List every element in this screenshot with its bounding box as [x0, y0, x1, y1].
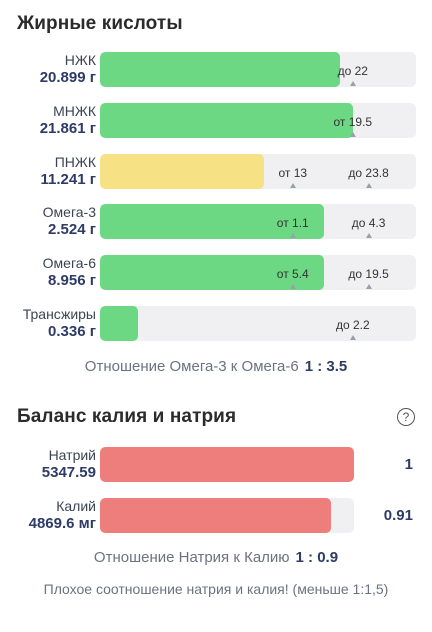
nutrient-bar-fill [100, 52, 341, 87]
nutrient-bar-fill [100, 103, 353, 138]
mineral-name: Натрий [48, 447, 96, 463]
ratio-warning: Плохое соотношение натрия и калия! (мень… [43, 581, 389, 597]
mineral-bar [100, 447, 354, 482]
nutrient-label: НЖК 20.899 г [40, 52, 96, 87]
nutrient-value: 20.899 г [39, 69, 96, 86]
norm-marker-triangle [365, 233, 372, 238]
nutrient-bar: до 2.2 [100, 306, 416, 341]
nutrient-name: Омега-3 [42, 204, 96, 220]
sodium-potassium-ratio-label: Отношение Натрия к Калию [93, 549, 290, 566]
nutrient-row: ПНЖК 11.241 г от 13 до 23.8 [0, 152, 432, 192]
norm-marker-label: от 13 [278, 166, 308, 180]
norm-marker-label: от 1.1 [276, 216, 309, 230]
nutrient-value: 8.956 г [48, 272, 96, 289]
nutrient-bar-fill [100, 204, 325, 239]
norm-marker-label: до 19.5 [348, 267, 389, 281]
nutrient-row: Омега-6 8.956 г от 5.4 до 19.5 [0, 253, 432, 293]
norm-marker-label: до 2.2 [335, 318, 370, 332]
nutrient-row: НЖК 20.899 г до 22 [0, 50, 432, 90]
mineral-bar [100, 498, 354, 533]
sodium-potassium-ratio-value: 1 : 0.9 [295, 549, 339, 566]
mineral-label: Натрий 5347.59 [42, 447, 96, 482]
omega-ratio: Отношение Омега-3 к Омега-6 1 : 3.5 [0, 358, 432, 375]
norm-marker-triangle [349, 132, 356, 137]
nutrient-bar-fill [100, 154, 265, 189]
norm-marker-label: до 22 [337, 64, 368, 78]
nutrient-row: Трансжиры 0.336 г до 2.2 [0, 304, 432, 344]
mineral-bar-fill [100, 447, 354, 482]
omega-ratio-label: Отношение Омега-3 к Омега-6 [84, 358, 299, 375]
norm-marker-triangle [289, 284, 296, 289]
nutrient-name: НЖК [64, 52, 96, 68]
norm-marker-label: до 23.8 [348, 166, 389, 180]
nutrient-row: Омега-3 2.524 г от 1.1 до 4.3 [0, 202, 432, 242]
nutrient-value: 11.241 г [40, 171, 96, 188]
nutrient-label: Омега-6 8.956 г [43, 255, 96, 290]
nutrient-value: 21.861 г [39, 120, 96, 137]
nutrient-name: МНЖК [53, 103, 96, 119]
nutrient-value: 2.524 г [48, 221, 96, 238]
mineral-ratio-value: 1 [404, 456, 413, 473]
nutrient-row: МНЖК 21.861 г от 19.5 [0, 101, 432, 141]
nutrient-name: Трансжиры [22, 306, 96, 322]
sodium-potassium-ratio: Отношение Натрия к Калию 1 : 0.9 [0, 549, 432, 566]
nutrient-bar: от 5.4 до 19.5 [100, 255, 416, 290]
nutrient-bar: от 1.1 до 4.3 [100, 204, 416, 239]
mineral-label: Калий 4869.6 мг [29, 498, 96, 533]
nutrient-name: Омега-6 [42, 255, 96, 271]
norm-marker-triangle [365, 183, 372, 188]
nutrient-label: ПНЖК 11.241 г [41, 154, 96, 189]
potassium-sodium-title: Баланс калия и натрия [17, 406, 237, 427]
mineral-value: 5347.59 [41, 464, 96, 481]
nutrient-bar: от 13 до 23.8 [100, 154, 416, 189]
help-icon[interactable]: ? [397, 408, 415, 426]
norm-marker-triangle [289, 183, 296, 188]
nutrient-bar: до 22 [100, 52, 416, 87]
mineral-ratio-value: 0.91 [383, 507, 413, 524]
nutrient-bar-fill [100, 306, 138, 341]
mineral-row: Калий 4869.6 мг 0.91 [0, 496, 432, 536]
nutrient-label: МНЖК 21.861 г [40, 103, 96, 138]
mineral-bar-fill [100, 498, 332, 533]
nutrient-name: ПНЖК [54, 154, 96, 170]
fatty-acids-title: Жирные кислоты [17, 13, 183, 34]
nutrient-bar-fill [100, 255, 325, 290]
norm-marker-label: от 19.5 [333, 115, 373, 129]
mineral-value: 4869.6 мг [28, 515, 96, 532]
nutrient-label: Трансжиры 0.336 г [23, 306, 96, 341]
norm-marker-triangle [365, 284, 372, 289]
nutrient-value: 0.336 г [48, 323, 96, 340]
norm-marker-triangle [289, 233, 296, 238]
norm-marker-label: до 4.3 [351, 216, 386, 230]
nutrient-bar: от 19.5 [100, 103, 416, 138]
mineral-row: Натрий 5347.59 1 [0, 445, 432, 485]
norm-marker-triangle [349, 81, 356, 86]
nutrient-label: Омега-3 2.524 г [43, 204, 96, 239]
mineral-name: Калий [56, 498, 96, 514]
norm-marker-label: от 5.4 [276, 267, 309, 281]
norm-marker-triangle [349, 335, 356, 340]
omega-ratio-value: 1 : 3.5 [304, 358, 348, 375]
